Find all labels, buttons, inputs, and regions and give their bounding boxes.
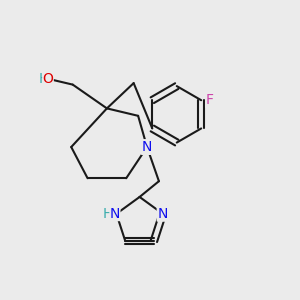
Text: N: N — [142, 140, 152, 154]
Text: H: H — [102, 207, 113, 221]
Text: N: N — [110, 207, 120, 221]
Text: F: F — [206, 93, 214, 107]
Text: N: N — [158, 207, 168, 221]
Text: O: O — [43, 72, 53, 86]
Text: H: H — [38, 72, 49, 86]
